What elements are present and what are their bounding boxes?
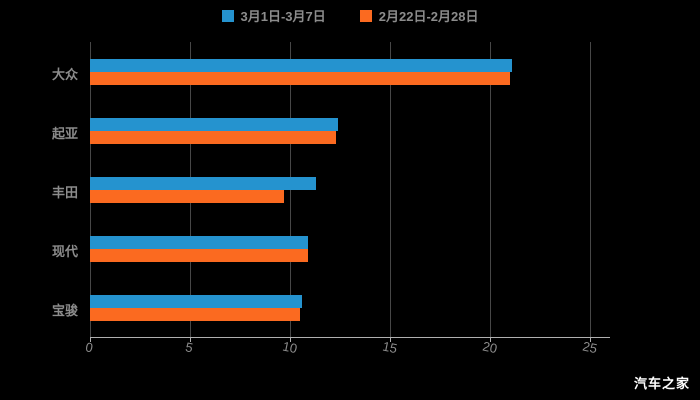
bar-丰田-series-0 (90, 176, 316, 190)
axis-tick (190, 337, 191, 342)
x-tick-label: 10 (281, 338, 299, 357)
category-label-3: 现代 (51, 243, 78, 259)
axis-tick (590, 337, 591, 342)
bar-现代-series-0 (90, 235, 308, 249)
legend-item-0[interactable]: 3月1日-3月7日 (221, 6, 326, 25)
legend-item-1[interactable]: 2月22日-2月28日 (359, 6, 479, 25)
plot-area (90, 42, 610, 342)
legend-swatch-icon (221, 9, 234, 22)
x-axis-labels: 0 5 10 15 20 25 (84, 338, 610, 364)
gridline (590, 42, 591, 337)
bar-起亚-series-1 (90, 130, 336, 144)
y-axis-labels: 大众起亚丰田现代宝骏 (0, 42, 84, 337)
legend-swatch-icon (359, 9, 372, 22)
axis-tick (290, 337, 291, 342)
bar-大众-series-0 (90, 58, 512, 72)
category-label-1: 起亚 (51, 125, 78, 141)
bar-大众-series-1 (90, 71, 510, 85)
category-label-0: 大众 (51, 66, 78, 82)
watermark-logo: 汽车之家 (633, 376, 690, 391)
gridline (390, 42, 391, 337)
category-label-2: 丰田 (51, 184, 78, 200)
axis-tick (490, 337, 491, 342)
legend-label: 2月22日-2月28日 (378, 9, 479, 24)
legend-label: 3月1日-3月7日 (240, 9, 326, 24)
chart-legend: 3月1日-3月7日 2月22日-2月28日 (0, 6, 700, 25)
x-tick-label: 0 (84, 339, 95, 356)
bar-宝骏-series-1 (90, 307, 300, 321)
gridline (490, 42, 491, 337)
x-tick-label: 15 (381, 338, 399, 357)
bar-宝骏-series-0 (90, 294, 302, 308)
bar-丰田-series-1 (90, 189, 284, 203)
axis-tick (90, 337, 91, 342)
x-tick-label: 5 (184, 339, 195, 356)
axis-tick (390, 337, 391, 342)
bar-现代-series-1 (90, 248, 308, 262)
x-tick-label: 20 (481, 338, 499, 357)
x-tick-label: 25 (581, 338, 599, 357)
bar-起亚-series-0 (90, 117, 338, 131)
category-label-4: 宝骏 (51, 302, 78, 318)
gridline (290, 42, 291, 337)
